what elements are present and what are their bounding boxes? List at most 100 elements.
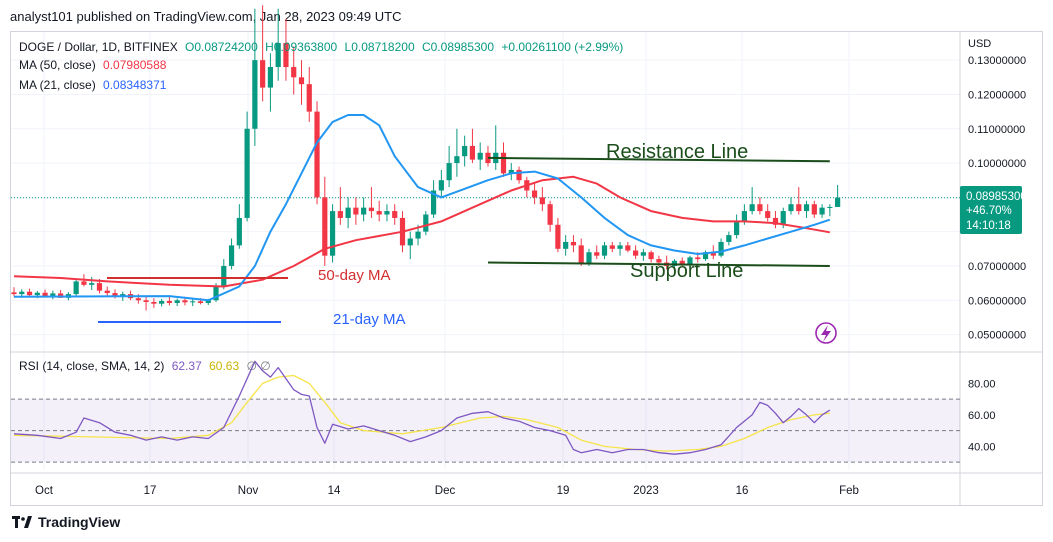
candle-body — [213, 285, 219, 301]
ma21-legend[interactable]: MA (21, close) 0.08348371 — [19, 78, 170, 92]
resistance-line — [487, 156, 830, 163]
ma50-legend[interactable]: MA (50, close) 0.07980588 — [19, 58, 170, 72]
candle-body — [765, 211, 771, 218]
price-tag-bg — [960, 186, 1022, 234]
candle-body — [423, 214, 429, 232]
candle-body — [166, 300, 172, 304]
candle-body — [788, 204, 794, 212]
candle-body — [407, 238, 413, 246]
candle-body — [205, 300, 211, 304]
candle-body — [811, 204, 817, 215]
candle-body — [174, 300, 180, 304]
candle-body — [353, 207, 359, 215]
chart-frame — [10, 31, 1043, 506]
rsi-axis-ticks: 80.00 60.00 40.00 — [968, 378, 996, 453]
candle-body — [221, 265, 227, 286]
candle-body — [477, 152, 483, 160]
price-tick-label: 0.05000000 — [968, 330, 1026, 342]
price-tick-label: 0.10000000 — [968, 158, 1026, 170]
candle-body — [19, 291, 25, 295]
candle-body — [656, 259, 662, 263]
candle-body — [454, 156, 460, 164]
rsi-band — [11, 398, 960, 463]
candle-body — [633, 250, 639, 256]
candle-body — [601, 245, 608, 256]
candle-body — [112, 293, 118, 297]
candle-body — [695, 257, 701, 260]
candle-body — [726, 235, 732, 242]
candle-body — [570, 241, 577, 246]
change-value: +0.00261100 (+2.99%) — [501, 40, 624, 54]
rsi-tick-label: 40.00 — [968, 441, 996, 453]
candle-body — [835, 197, 841, 207]
candle-body — [81, 281, 87, 285]
time-tick-label: Oct — [35, 485, 54, 497]
tradingview-brand[interactable]: TradingView — [12, 514, 120, 530]
candle-body — [34, 292, 40, 296]
candle-body — [679, 260, 685, 265]
ma50-legend-value: 0.07980588 — [103, 58, 167, 72]
candle-body — [337, 211, 343, 218]
publish-info: analyst101 published on TradingView.com,… — [10, 9, 402, 24]
candle-body — [306, 84, 312, 112]
candle-body — [73, 281, 79, 295]
candle-body — [469, 145, 476, 160]
price-tick-label: 0.13000000 — [968, 55, 1026, 67]
candle-body — [780, 211, 786, 225]
main-legend: DOGE / Dollar, 1D, BITFINEX O0.08724200 … — [19, 40, 627, 54]
candle-body — [531, 190, 538, 198]
candle-body — [640, 252, 646, 256]
candle-body — [135, 298, 141, 301]
candle-body — [376, 211, 382, 215]
candle-body — [322, 197, 328, 256]
time-tick-label: Feb — [839, 485, 859, 497]
support-label: Support Line — [630, 260, 743, 282]
candle-body — [796, 204, 802, 212]
candle-body — [772, 217, 779, 225]
candle-body — [159, 300, 165, 304]
candle-body — [702, 252, 709, 260]
candle-body — [182, 300, 188, 303]
support-line — [487, 261, 830, 267]
price-tag-countdown: 14:10:18 — [966, 220, 1011, 232]
rsi-tick-label: 60.00 — [968, 410, 996, 422]
ma50-line — [13, 175, 830, 288]
time-tick-label: Dec — [435, 485, 456, 497]
rsi-tick-label: 80.00 — [968, 378, 996, 390]
candle-body — [151, 301, 157, 304]
candle-body — [718, 241, 724, 256]
candle-body — [547, 204, 553, 225]
candle-body — [609, 245, 615, 249]
tradingview-logo-icon — [12, 516, 32, 528]
lightning-icon[interactable] — [815, 322, 837, 344]
rsi-legend[interactable]: RSI (14, close, SMA, 14, 2) 62.37 60.63 … — [19, 359, 275, 373]
candle-body — [827, 206, 833, 208]
candle-body — [462, 145, 468, 157]
candle-body — [757, 204, 763, 212]
candle-body — [143, 300, 149, 302]
candle-body — [190, 301, 196, 303]
candle-body — [368, 207, 375, 212]
candle-body — [671, 260, 678, 266]
candle-body — [741, 211, 747, 222]
currency-label: USD — [968, 38, 991, 50]
rsi-sma-legend-value: 60.63 — [209, 359, 240, 373]
brand-name: TradingView — [38, 514, 121, 530]
close-value: C0.08985300 — [421, 40, 495, 54]
candle-body — [819, 207, 825, 215]
rsi-band-fill — [11, 399, 960, 463]
symbol-label[interactable]: DOGE / Dollar, 1D, BITFINEX — [19, 40, 178, 54]
ma50-annotation-label: 50-day MA — [318, 267, 391, 284]
time-tick-label: 17 — [144, 485, 157, 497]
candle-body — [42, 292, 48, 297]
rsi-legend-label: RSI (14, close, SMA, 14, 2) — [19, 359, 165, 373]
price-tick-label: 0.11000000 — [968, 124, 1025, 136]
ma21-line — [13, 114, 831, 302]
candle-body — [749, 204, 755, 212]
price-tag-change: +46.70% — [966, 205, 1012, 217]
ma21-legend-value: 0.08348371 — [103, 78, 167, 92]
time-tick-label: 2023 — [633, 485, 659, 497]
resistance-label: Resistance Line — [606, 141, 748, 163]
open-value: O0.08724200 — [185, 40, 258, 54]
